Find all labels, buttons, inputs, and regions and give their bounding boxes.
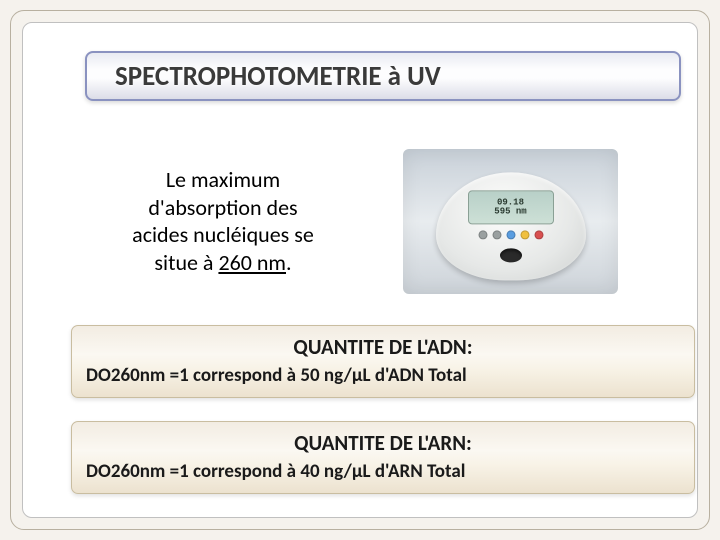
device-button-1 [478,230,487,239]
device-sample-well [500,248,522,262]
adn-box-body: DO260nm =1 correspond à 50 ng/µL d'ADN T… [86,364,680,387]
body-line3: acides nucléiques se [132,221,314,248]
spectrophotometer-image: 09.18 595 nm [403,149,618,294]
body-highlight: 260 nm [218,249,286,276]
adn-quantity-box: QUANTITE DE L'ADN: DO260nm =1 correspond… [71,325,695,398]
body-line4-suffix: . [286,249,292,276]
lcd-reading-bottom: 595 nm [494,207,526,216]
arn-box-title: QUANTITE DE L'ARN: [86,430,680,456]
body-line4-prefix: situe à [154,249,218,276]
body-line2: d'absorption des [148,194,297,221]
adn-box-title: QUANTITE DE L'ADN: [86,334,680,360]
device-button-5 [534,230,543,239]
arn-quantity-box: QUANTITE DE L'ARN: DO260nm =1 correspond… [71,421,695,494]
device-lcd: 09.18 595 nm [468,190,554,224]
title-banner: SPECTROPHOTOMETRIE à UV [85,51,681,101]
device-button-3 [506,230,515,239]
title-text: SPECTROPHOTOMETRIE à UV [115,60,441,93]
device-button-4 [520,230,529,239]
body-line1: Le maximum [166,166,280,193]
content-row: Le maximum d'absorption des acides nuclé… [73,141,693,301]
device-body: 09.18 595 nm [436,172,586,280]
device-buttons [478,230,543,239]
slide-inner-frame: SPECTROPHOTOMETRIE à UV Le maximum d'abs… [22,22,698,518]
device-button-2 [492,230,501,239]
arn-box-body: DO260nm =1 correspond à 40 ng/µL d'ARN T… [86,460,680,483]
absorption-text: Le maximum d'absorption des acides nuclé… [73,166,373,276]
